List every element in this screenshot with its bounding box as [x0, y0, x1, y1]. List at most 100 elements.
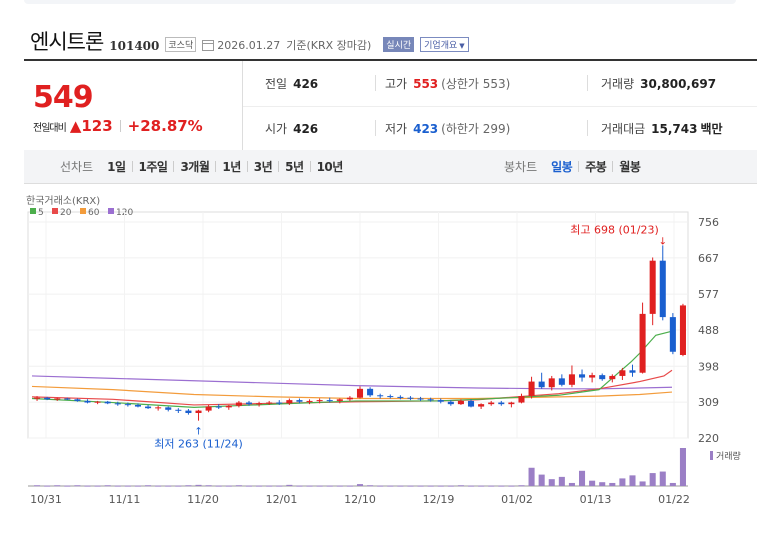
price-change: 전일대비 ▲123 +28.87% — [33, 117, 203, 135]
low-label: 저가 — [385, 122, 408, 136]
candle-body — [478, 404, 485, 407]
volume-bar — [336, 485, 343, 487]
line-tab-1[interactable]: 1주일 — [138, 160, 168, 174]
x-tick-label: 11/20 — [187, 493, 219, 506]
volume-bar — [498, 485, 505, 487]
candle-body — [205, 406, 212, 411]
line-chart-tabs: 선차트 1일 1주일 3개월 1년 3년 5년 10년 — [60, 150, 343, 183]
candle-body — [286, 400, 293, 404]
volume-legend-swatch — [710, 451, 713, 460]
divider — [375, 120, 376, 136]
volume-bar — [447, 485, 454, 487]
volume-label: 거래량 — [601, 77, 635, 91]
top-search-strip — [24, 0, 736, 4]
volume-bar — [266, 485, 273, 487]
volume-bar — [175, 485, 182, 487]
low-value: 423 — [413, 121, 439, 136]
volume-bar — [286, 484, 293, 486]
candle-body — [74, 399, 81, 401]
line-tab-5[interactable]: 5년 — [285, 160, 304, 174]
candle-body — [639, 313, 646, 373]
candle-body — [155, 407, 162, 409]
x-tick-label: 01/22 — [658, 493, 690, 506]
candle-body — [124, 404, 131, 406]
change-amount: ▲123 — [69, 117, 113, 135]
low-price: 저가 423 (하한가 299) — [385, 106, 510, 151]
ma-legend-swatch — [80, 208, 86, 214]
volume-bar — [215, 485, 222, 487]
stock-header: 엔시트론 101400 코스닥 2026.01.27 기준(KRX 장마감) 실… — [30, 26, 469, 56]
volume-bar — [467, 485, 475, 487]
volume-bar — [195, 484, 202, 486]
volume-bar — [245, 485, 253, 487]
arrow-down-icon: ↓ — [659, 236, 667, 247]
realtime-button[interactable]: 실시간 — [383, 37, 415, 52]
volume-bar — [235, 485, 242, 487]
stock-name: 엔시트론 — [30, 30, 104, 54]
high-label: 고가 — [385, 77, 408, 91]
volume-bar — [629, 475, 636, 486]
y-tick-label: 220 — [698, 432, 719, 445]
candle-body — [528, 381, 535, 397]
line-tab-6[interactable]: 10년 — [316, 160, 344, 174]
candle-body — [326, 400, 333, 402]
volume-bar — [387, 485, 394, 487]
candle-body — [669, 317, 676, 352]
volume-bar — [145, 485, 152, 487]
x-tick-label: 10/31 — [30, 493, 62, 506]
candle-body — [336, 399, 343, 401]
candle-body — [407, 397, 414, 399]
source-label: 한국거래소(KRX) — [26, 195, 100, 207]
candle-body — [579, 374, 586, 378]
volume-label: 거래량 — [716, 450, 741, 462]
y-tick-label: 398 — [698, 360, 719, 373]
volume-bar — [124, 485, 131, 487]
candle-tab-0[interactable]: 일봉 — [551, 160, 573, 174]
candle-tab-2[interactable]: 월봉 — [619, 160, 641, 174]
line-tab-2[interactable]: 3개월 — [180, 160, 210, 174]
candle-tab-1[interactable]: 주봉 — [585, 160, 607, 174]
volume-bar — [427, 485, 434, 487]
x-tick-label: 12/10 — [344, 493, 376, 506]
volume-bar — [457, 485, 464, 487]
y-tick-label: 577 — [698, 288, 719, 301]
company-overview-button[interactable]: 기업개요 ▼ — [420, 37, 469, 52]
candle-body — [599, 375, 606, 380]
candle-body — [548, 378, 555, 388]
y-tick-label: 756 — [698, 216, 719, 229]
volume-bar — [619, 478, 626, 486]
open-price: 시가 426 — [265, 106, 318, 151]
candle-body — [447, 401, 454, 405]
line-tab-4[interactable]: 3년 — [253, 160, 273, 174]
volume-bar — [679, 448, 686, 486]
stock-chart: 한국거래소(KRX) 5 20 60 120 756 667 577 488 398 309 220 1… — [0, 186, 759, 534]
candle-body — [235, 402, 242, 406]
chart-svg: 한국거래소(KRX)5 20 60 1207566675774883983092201… — [26, 195, 741, 506]
tab-divider — [578, 161, 580, 172]
candle-body — [145, 406, 152, 409]
candle-body — [64, 398, 71, 400]
date-value: 2026.01.27 — [217, 38, 281, 52]
candle-body — [498, 402, 505, 405]
candle-body — [175, 409, 182, 411]
tab-divider — [309, 161, 311, 172]
tab-divider — [246, 161, 248, 172]
volume-bar — [377, 485, 384, 487]
line-tab-3[interactable]: 1년 — [222, 160, 241, 174]
tab-divider — [215, 161, 217, 172]
line-tab-0[interactable]: 1일 — [107, 160, 126, 174]
candle-chart-title: 봉차트 — [504, 160, 538, 174]
candle-body — [54, 398, 61, 400]
candle-body — [256, 403, 263, 405]
ma-legend-5: 5 — [38, 208, 44, 218]
amount-label: 거래대금 — [601, 122, 646, 136]
volume-bar — [54, 485, 61, 487]
volume-bar — [659, 471, 666, 486]
volume-bar — [155, 485, 162, 487]
volume-bar — [568, 482, 575, 486]
volume-bar — [538, 474, 545, 486]
volume-bar — [225, 485, 232, 487]
candle-body — [114, 403, 121, 405]
ma-line-ma120 — [31, 375, 673, 390]
amount-value: 15,743 — [651, 121, 698, 136]
